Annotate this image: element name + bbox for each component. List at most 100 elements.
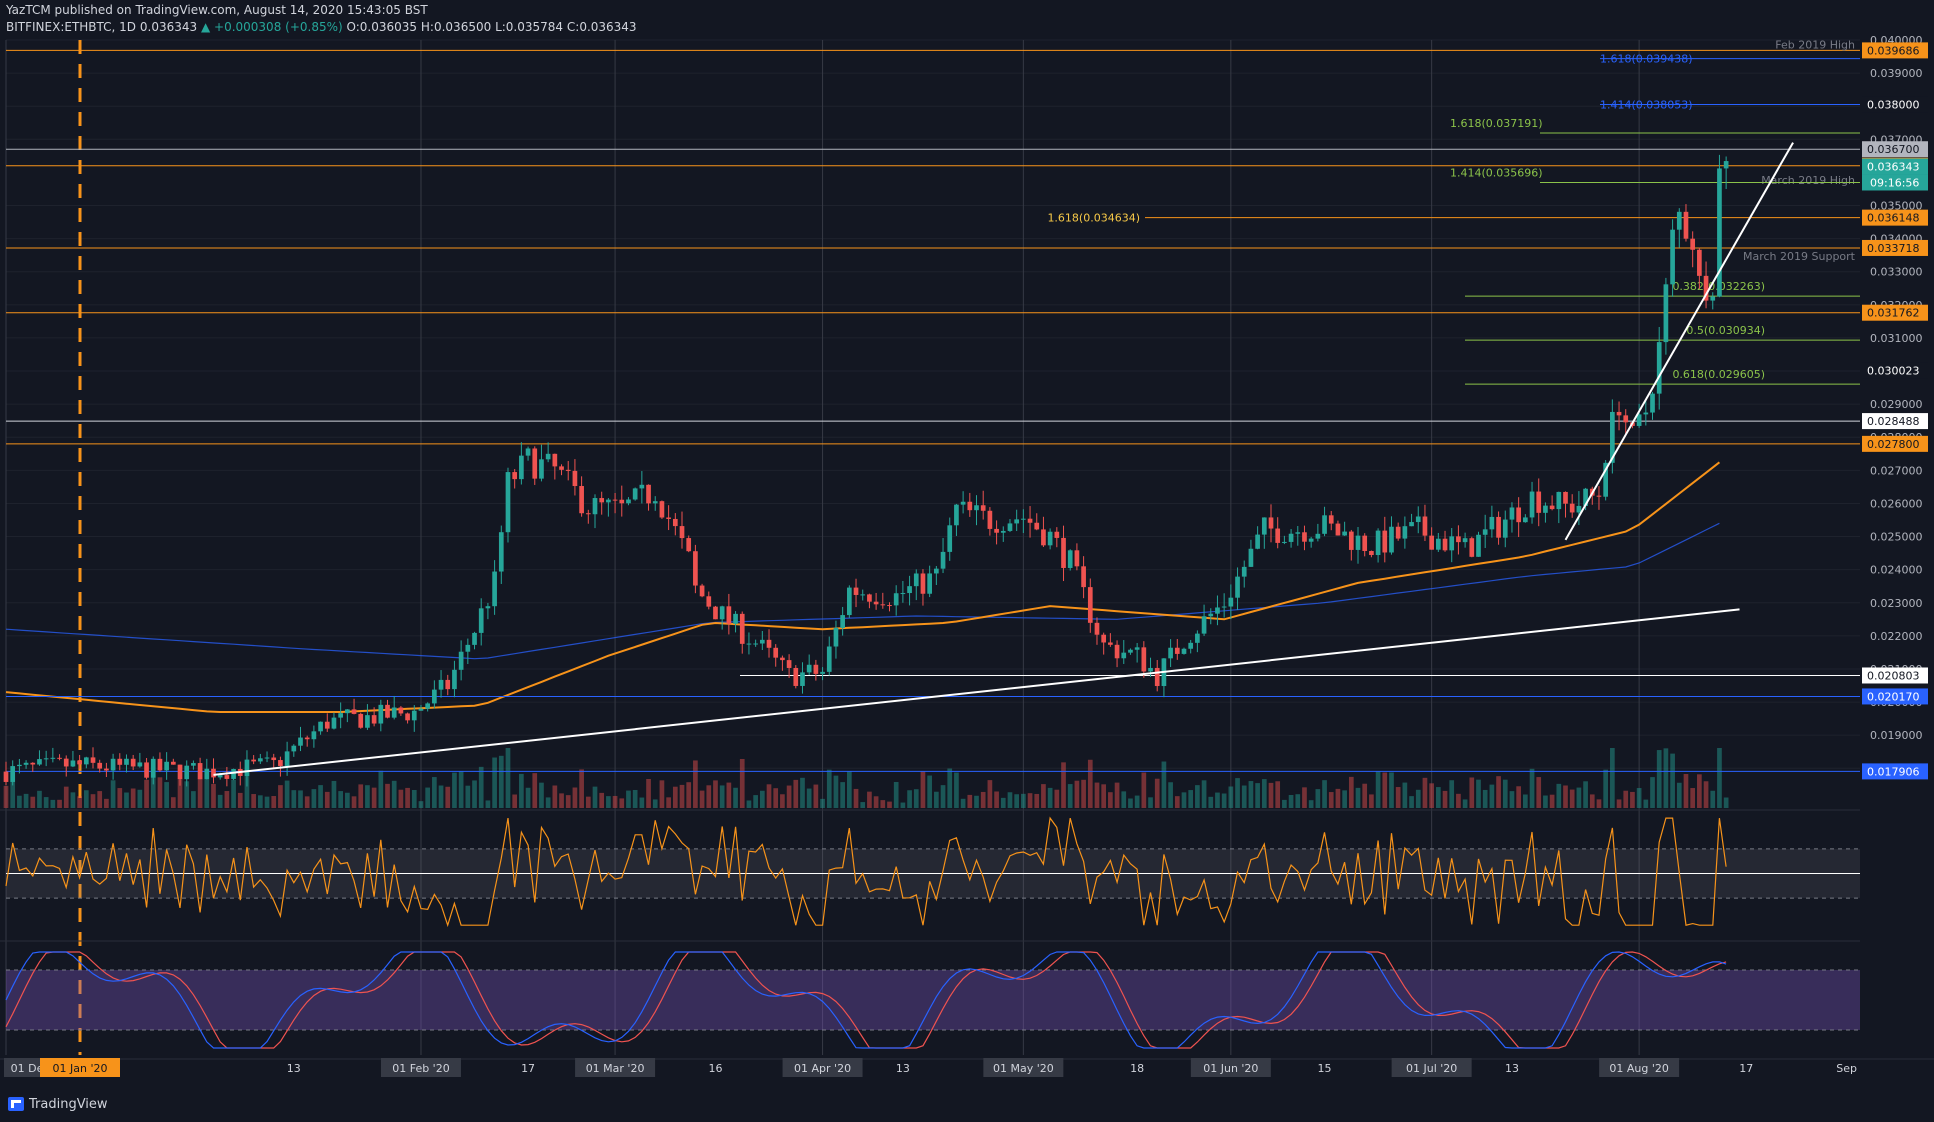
candle-body (311, 731, 317, 740)
candle-body (351, 709, 357, 714)
candle-body (1342, 531, 1347, 536)
candle-body (184, 765, 190, 780)
price-tick-label: 0.029000 (1870, 398, 1923, 411)
candle-body (1315, 533, 1321, 539)
volume-bar (291, 790, 297, 808)
volume-bar (184, 781, 190, 808)
candle-body (1697, 249, 1702, 276)
candle-body (846, 587, 852, 616)
candle-body (713, 606, 718, 620)
candle-body (1569, 503, 1575, 513)
volume-bar (345, 792, 350, 808)
volume-bar (532, 773, 538, 808)
tradingview-logo[interactable]: TradingView (8, 1094, 108, 1114)
volume-bar (324, 791, 330, 808)
volume-bar (706, 785, 712, 808)
price-tick-label: 0.027000 (1870, 464, 1923, 477)
candle-body (298, 737, 303, 746)
candle-body (1041, 529, 1046, 546)
volume-bar (1121, 791, 1127, 808)
candle-body (1536, 491, 1542, 513)
level-note: March 2019 High (1761, 174, 1855, 187)
candle-body (552, 453, 558, 467)
symbol-text[interactable]: BITFINEX:ETHBTC, 1D (6, 20, 137, 34)
volume-bar (873, 796, 879, 808)
candle-body (1576, 505, 1582, 513)
candle-body (1348, 531, 1354, 550)
price-level-tag (1862, 141, 1928, 158)
volume-bar (1556, 783, 1562, 808)
candle-body (117, 758, 123, 765)
date-label: 01 Feb '20 (392, 1062, 450, 1075)
candle-body (304, 737, 310, 740)
volume-bar (1128, 798, 1133, 808)
candle-body (606, 499, 611, 503)
volume-bar (1536, 777, 1542, 808)
high-value: 0.036500 (433, 20, 492, 34)
candle-body (63, 758, 69, 767)
volume-bar (1603, 769, 1609, 808)
volume-bar (385, 783, 390, 808)
volume-bar (1014, 794, 1020, 808)
candle-body (318, 721, 323, 732)
price-level-tag-label: 0.038000 (1867, 98, 1920, 111)
candle-body (545, 453, 551, 460)
candle-body (1462, 538, 1468, 543)
volume-bar (786, 785, 792, 808)
volume-bar (1616, 799, 1622, 808)
candle-body (1154, 667, 1160, 687)
candle-body (1603, 462, 1609, 497)
volume-bar (1114, 782, 1120, 808)
price-level-tag-label: 0.020170 (1867, 690, 1920, 703)
chart-canvas[interactable]: 100.0075.0050.0025.00 80.0040.000.00 Feb… (0, 0, 1934, 1090)
date-label: 01 Apr '20 (794, 1062, 851, 1075)
volume-bar (1108, 792, 1113, 808)
volume-bar (1569, 789, 1575, 808)
volume-bar (1449, 780, 1455, 808)
candles (3, 154, 1729, 787)
volume-bar (30, 796, 36, 808)
candle-body (197, 763, 203, 780)
candle-body (1074, 550, 1080, 567)
volume-bar (204, 779, 210, 808)
candle-body (1623, 415, 1629, 423)
volume-bar (70, 792, 76, 808)
volume-bar (278, 785, 283, 808)
candle-body (257, 758, 263, 762)
volume-bar (1415, 789, 1421, 808)
volume-bar (1462, 799, 1468, 808)
volume-bar (746, 800, 752, 808)
price-level-tag-label: 0.031762 (1867, 307, 1920, 320)
date-label: 01 Aug '20 (1609, 1062, 1669, 1075)
candle-body (853, 587, 859, 595)
volume-bar (1643, 799, 1649, 808)
fib-level-label: 1.618(0.037191) (1450, 117, 1543, 130)
last-price-tag (1862, 158, 1928, 175)
candle-body (1141, 647, 1147, 672)
volume-bar (1549, 794, 1555, 808)
candle-body (893, 593, 899, 606)
volume-bar (1516, 786, 1521, 808)
volume-bar (1195, 785, 1200, 808)
candle-body (1710, 296, 1716, 301)
candle-body (907, 586, 912, 594)
published-line: YazTCM published on TradingView.com, Aug… (6, 3, 428, 18)
volume-bar (371, 787, 377, 808)
volume-bar (244, 770, 250, 808)
date-label: 18 (1130, 1062, 1144, 1075)
candle-body (1382, 530, 1388, 553)
volume-bar (1429, 783, 1434, 808)
volume-bar (485, 800, 491, 808)
volume-bar (652, 799, 658, 808)
volume-bar (1543, 795, 1548, 808)
candle-body (1442, 538, 1448, 551)
volume-bar (264, 796, 270, 808)
candle-body (967, 501, 973, 511)
volume-bar (124, 792, 129, 808)
candle-body (157, 758, 163, 771)
candle-body (478, 608, 484, 633)
candle-body (1456, 536, 1461, 543)
candle-body (840, 615, 845, 628)
volume-bar (405, 787, 410, 808)
price-level-tag (1862, 435, 1928, 452)
